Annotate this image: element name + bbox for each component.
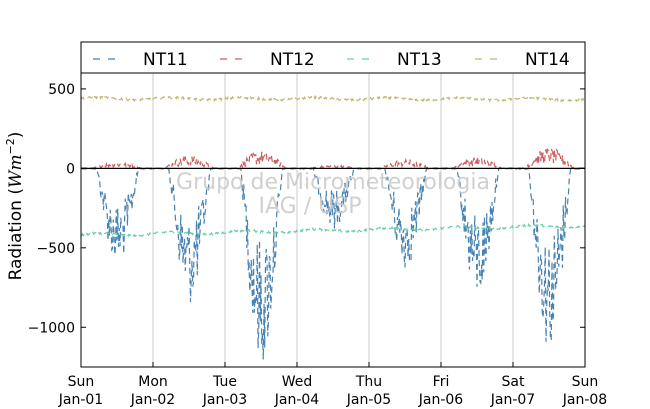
- x-tick-label-date: Jan-01: [58, 392, 103, 408]
- x-axis-ticks: Sun Jan-01 Mon Jan-02 Tue Jan-03 Wed Jan-04 Thu J…: [58, 362, 607, 408]
- x-tick-label-date: Jan-08: [562, 392, 607, 408]
- x-tick-label-date: Jan-06: [418, 392, 464, 408]
- watermark-line-2: IAG / USP: [259, 194, 362, 219]
- series-line-nt14: [80, 94, 586, 103]
- legend-label: NT13: [397, 50, 442, 70]
- x-tick-label-date: Jan-05: [346, 392, 391, 408]
- plot-frame: [80, 72, 586, 368]
- legend: NT11 NT12 NT13 NT14: [93, 50, 570, 70]
- y-axis-label-text: Radiation (: [6, 188, 26, 280]
- x-tick-label-date: Jan-02: [130, 392, 175, 408]
- x-tick-label-date: Jan-03: [202, 392, 247, 408]
- series-line-nt12: [80, 146, 586, 170]
- x-tick-label-weekday: Sun: [572, 374, 599, 390]
- watermark-line-1: Grupo de Micrometeorologia: [176, 170, 490, 195]
- x-tick-label-weekday: Thu: [355, 374, 382, 390]
- y-axis-ticks: 500 0 −500 −1000: [28, 82, 585, 336]
- legend-label: NT11: [143, 50, 188, 70]
- y-tick-label: −1000: [28, 320, 75, 336]
- legend-label: NT14: [525, 50, 570, 70]
- y-tick-label: 0: [66, 161, 75, 177]
- y-tick-label: −500: [37, 241, 75, 257]
- x-tick-label-weekday: Sun: [68, 374, 95, 390]
- series-line-nt13: [80, 222, 586, 238]
- x-tick-label-weekday: Wed: [282, 374, 313, 390]
- x-tick-label-weekday: Mon: [138, 374, 168, 390]
- legend-label: NT12: [270, 50, 315, 70]
- x-tick-label-weekday: Fri: [433, 374, 450, 390]
- y-axis-label-close: ): [6, 132, 26, 139]
- vertical-gridlines: [152, 73, 514, 367]
- x-tick-label-date: Jan-04: [274, 392, 320, 408]
- legend-box: [80, 41, 586, 74]
- x-tick-label-date: Jan-07: [490, 392, 535, 408]
- y-tick-label: 500: [48, 82, 75, 98]
- y-axis-label: Radiation (Wm−2): [4, 132, 26, 281]
- x-tick-label-weekday: Tue: [212, 374, 237, 390]
- x-tick-label-weekday: Sat: [502, 374, 525, 390]
- y-axis-label-exponent: −2: [4, 138, 17, 154]
- series-lines: [80, 94, 586, 360]
- y-axis-label-unit: Wm: [6, 154, 26, 188]
